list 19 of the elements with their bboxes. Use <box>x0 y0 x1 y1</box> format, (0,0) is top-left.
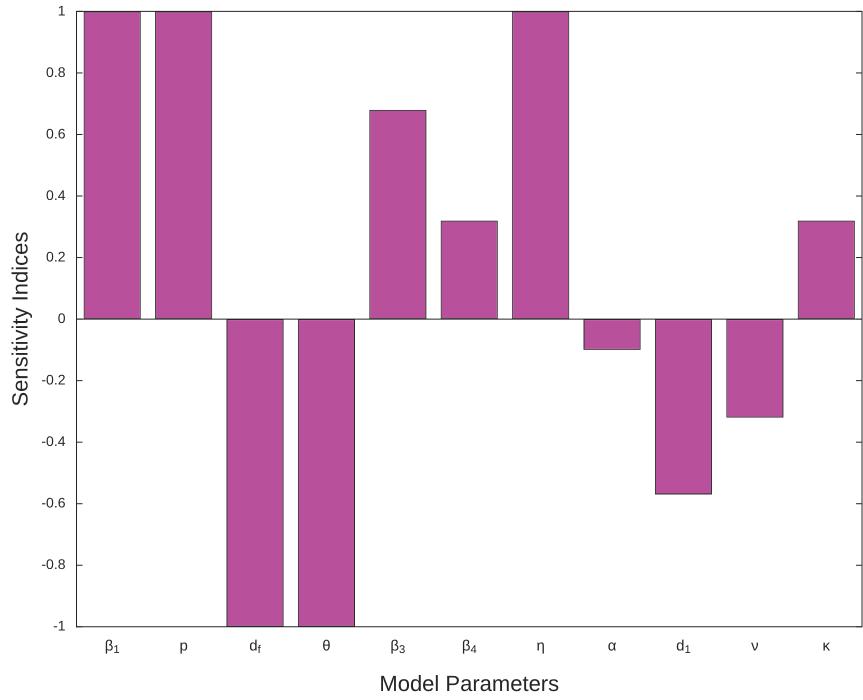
y-tick-label: -1 <box>53 618 66 634</box>
x-tick-label: κ <box>822 637 831 654</box>
y-axis-title: Sensitivity Indices <box>7 232 32 407</box>
y-tick-label: 0 <box>58 310 66 326</box>
x-tick-label: p <box>179 637 188 654</box>
y-tick-label: -0.2 <box>41 372 66 388</box>
x-tick-label: η <box>536 637 545 654</box>
x-tick-label: θ <box>322 637 331 654</box>
y-tick-label: 0.4 <box>46 186 66 203</box>
x-tick-label: ν <box>751 637 759 654</box>
y-tick-label: 0.6 <box>46 125 66 142</box>
y-tick-label: 0.8 <box>46 64 66 80</box>
y-tick-label: 0.2 <box>46 248 66 264</box>
y-tick-label: 1 <box>58 2 66 18</box>
y-tick-label: -0.8 <box>41 556 66 572</box>
y-tick-label: -0.4 <box>41 433 66 450</box>
x-tick-label: α <box>608 637 617 654</box>
y-tick-label: -0.6 <box>41 494 66 511</box>
x-axis-title: Model Parameters <box>379 671 560 696</box>
